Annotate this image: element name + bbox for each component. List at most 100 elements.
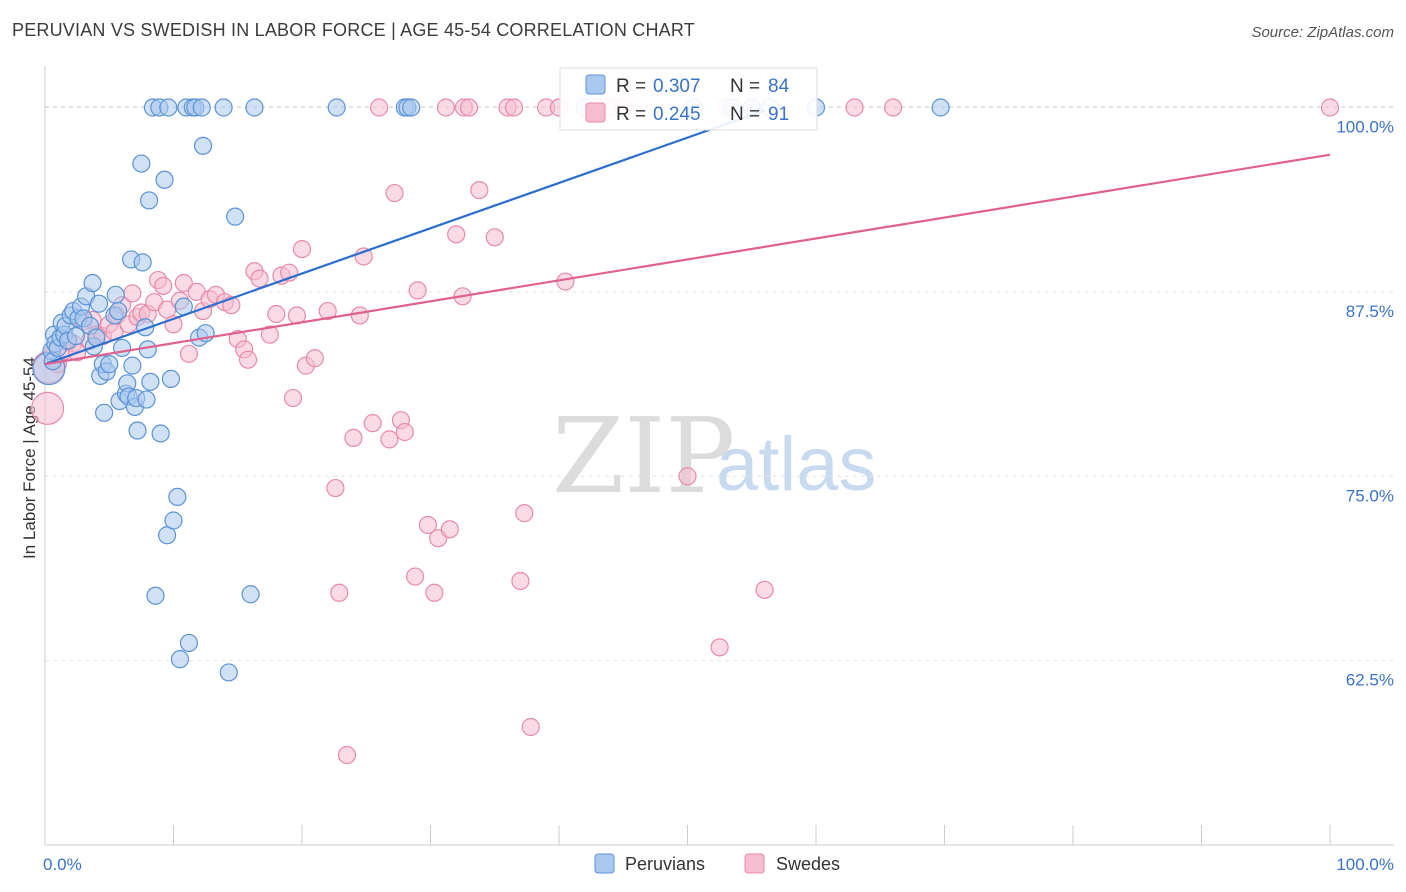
- peruvians-point: [164, 511, 183, 530]
- peruvians-point: [106, 285, 125, 304]
- swedes-swatch: [585, 102, 606, 123]
- peruvians-legend-label: Peruvians: [625, 854, 705, 874]
- swedes-point: [485, 228, 504, 247]
- peruvians-point: [112, 338, 132, 358]
- peruvians-point: [179, 633, 199, 653]
- swedes-point: [440, 520, 459, 539]
- legend-swedes-r: 0.245: [653, 104, 701, 125]
- peruvians-point: [146, 586, 165, 605]
- swedes-point: [436, 98, 456, 117]
- legend-swedes-n: 91: [768, 104, 789, 125]
- swedes-point: [326, 478, 345, 498]
- peruvians-point: [123, 356, 142, 375]
- peruvians-points: [32, 98, 950, 682]
- swedes-point: [447, 225, 466, 244]
- legend-n-label: N =: [730, 104, 760, 125]
- swedes-point: [755, 580, 774, 599]
- peruvians-point: [219, 663, 238, 682]
- peruvians-point: [151, 424, 170, 443]
- peruvians-point: [155, 170, 174, 189]
- swedes-point: [418, 515, 438, 535]
- gridlines: [45, 106, 1394, 662]
- swedes-point: [425, 583, 444, 602]
- swedes-point: [1320, 98, 1340, 117]
- legend-peruvians-n: 84: [768, 76, 790, 97]
- peruvians-point: [109, 301, 128, 321]
- swedes-point: [283, 388, 303, 408]
- peruvians-legend-swatch: [594, 853, 615, 874]
- peruvians-point: [132, 154, 151, 173]
- peruvians-swatch: [585, 74, 606, 95]
- swedes-trendline: [44, 153, 1331, 366]
- swedes-point: [710, 638, 729, 657]
- swedes-point: [154, 276, 173, 296]
- watermark-atlas: atlas: [716, 422, 877, 507]
- swedes-point: [250, 269, 269, 288]
- watermark-zip: ZIP: [552, 395, 735, 517]
- watermark: ZIP atlas: [552, 395, 877, 517]
- peruvians-point: [141, 372, 160, 391]
- swedes-point: [123, 284, 142, 303]
- legend-r-label: R =: [616, 104, 646, 125]
- swedes-point: [380, 430, 399, 449]
- trendlines: [44, 109, 1331, 366]
- swedes-point: [267, 304, 286, 324]
- swedes-point: [511, 571, 530, 591]
- peruvians-point: [128, 421, 147, 440]
- peruvians-point: [136, 318, 155, 337]
- swedes-point: [330, 583, 349, 602]
- legend-n-label: N =: [730, 76, 760, 97]
- peruvians-point: [100, 355, 119, 374]
- swedes-point: [459, 98, 479, 117]
- swedes-point: [179, 344, 199, 363]
- peruvians-point: [161, 369, 181, 388]
- swedes-point: [363, 414, 382, 433]
- peruvians-point: [133, 253, 152, 272]
- swedes-point: [405, 567, 425, 586]
- y-tick-label: 87.5%: [1346, 302, 1394, 321]
- x-tick-label: 0.0%: [43, 855, 82, 874]
- peruvians-point: [226, 207, 245, 226]
- swedes-point: [521, 717, 540, 737]
- bottom-legend: Peruvians Swedes: [594, 853, 840, 874]
- y-tick-label: 75.0%: [1346, 486, 1394, 505]
- peruvians-point: [193, 136, 213, 155]
- y-axis-label: In Labor Force | Age 45-54: [20, 357, 39, 559]
- swedes-point: [504, 98, 524, 117]
- peruvians-point: [168, 487, 187, 506]
- swedes-legend-label: Swedes: [776, 854, 840, 874]
- peruvians-point: [245, 98, 264, 117]
- peruvians-point: [95, 403, 114, 422]
- peruvians-point: [241, 585, 260, 604]
- swedes-point: [260, 325, 279, 344]
- peruvians-point: [170, 650, 190, 669]
- peruvians-point: [402, 98, 421, 117]
- peruvians-point: [137, 390, 156, 409]
- y-tick-label: 62.5%: [1346, 671, 1394, 690]
- swedes-point: [238, 350, 258, 369]
- x-tick-labels: 0.0% 100.0%: [43, 855, 1394, 874]
- peruvians-point: [327, 98, 346, 117]
- y-tick-labels: 62.5% 75.0% 87.5% 100.0%: [1336, 118, 1394, 690]
- swedes-point: [556, 272, 575, 291]
- peruvians-point: [214, 98, 233, 117]
- peruvians-point: [159, 98, 178, 117]
- swedes-legend-swatch: [744, 853, 765, 874]
- y-tick-label: 100.0%: [1336, 118, 1394, 137]
- swedes-point: [344, 428, 363, 447]
- source-credit: Source: ZipAtlas.com: [1251, 24, 1394, 41]
- peruvians-point: [192, 98, 211, 117]
- swedes-point: [408, 281, 427, 300]
- swedes-point: [174, 273, 193, 293]
- swedes-point: [515, 504, 534, 523]
- swedes-point: [337, 745, 357, 765]
- peruvians-point: [89, 294, 109, 313]
- peruvians-point: [66, 327, 85, 346]
- chart-title: PERUVIAN VS SWEDISH IN LABOR FORCE | AGE…: [12, 20, 695, 40]
- stats-legend: R = 0.307 N = 84 R = 0.245 N = 91: [559, 67, 818, 131]
- peruvians-trendline: [44, 109, 765, 366]
- swedes-point: [470, 181, 489, 200]
- peruvians-point: [83, 273, 102, 293]
- swedes-point: [678, 467, 697, 486]
